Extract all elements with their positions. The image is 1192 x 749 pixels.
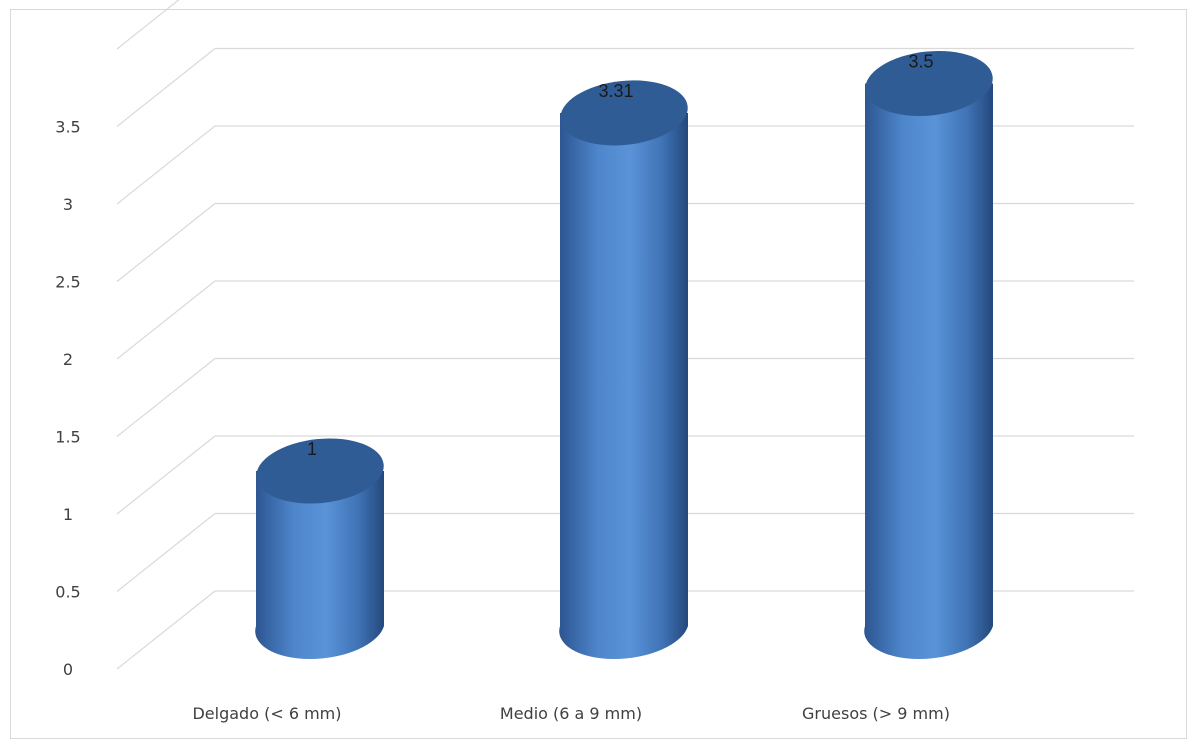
- data-labels: 1 3.31 3.5: [307, 52, 934, 460]
- y-tick-label: 2.5: [55, 273, 80, 292]
- bar-body: [864, 83, 993, 660]
- bar-cylinder: [255, 438, 384, 660]
- y-axis-tick-labels: 0 0.5 1 1.5 2 2.5 3 3.5: [55, 118, 80, 680]
- y-tick-label: 3.5: [55, 118, 80, 137]
- grid-line-diagonal: [116, 435, 216, 515]
- x-category-label: Gruesos (> 9 mm): [802, 704, 950, 723]
- data-label: 1: [307, 439, 317, 459]
- grid-line-diagonal: [116, 358, 216, 437]
- y-tick-label: 2: [63, 350, 73, 369]
- grid-line-diagonal: [116, 590, 216, 670]
- grid-line-diagonal: [116, 125, 216, 205]
- bar-top: [560, 80, 688, 146]
- grid-line-diagonal: [116, 48, 216, 127]
- grid-line-diagonal: [116, 203, 216, 282]
- grid-line-diagonal: [116, 280, 216, 360]
- bar-cylinder: [559, 80, 688, 660]
- y-tick-label: 0.5: [55, 583, 80, 602]
- data-label: 3.5: [908, 52, 933, 72]
- bar-body: [255, 471, 384, 660]
- bars: [255, 50, 993, 660]
- bar-top: [256, 438, 384, 504]
- bar-top: [865, 50, 993, 117]
- x-axis-category-labels: Delgado (< 6 mm) Medio (6 a 9 mm) Gruesos …: [192, 704, 949, 723]
- y-tick-label: 1: [63, 505, 73, 524]
- bar-body: [559, 112, 688, 660]
- bar-cylinder: [864, 50, 993, 660]
- y-tick-label: 1.5: [55, 428, 80, 447]
- x-category-label: Medio (6 a 9 mm): [500, 704, 642, 723]
- grid-line-diagonal: [116, 0, 180, 50]
- data-label: 3.31: [598, 81, 633, 101]
- grid-line-diagonal: [116, 513, 216, 592]
- x-category-label: Delgado (< 6 mm): [192, 704, 341, 723]
- y-tick-label: 3: [63, 195, 73, 214]
- y-tick-label: 0: [63, 660, 73, 679]
